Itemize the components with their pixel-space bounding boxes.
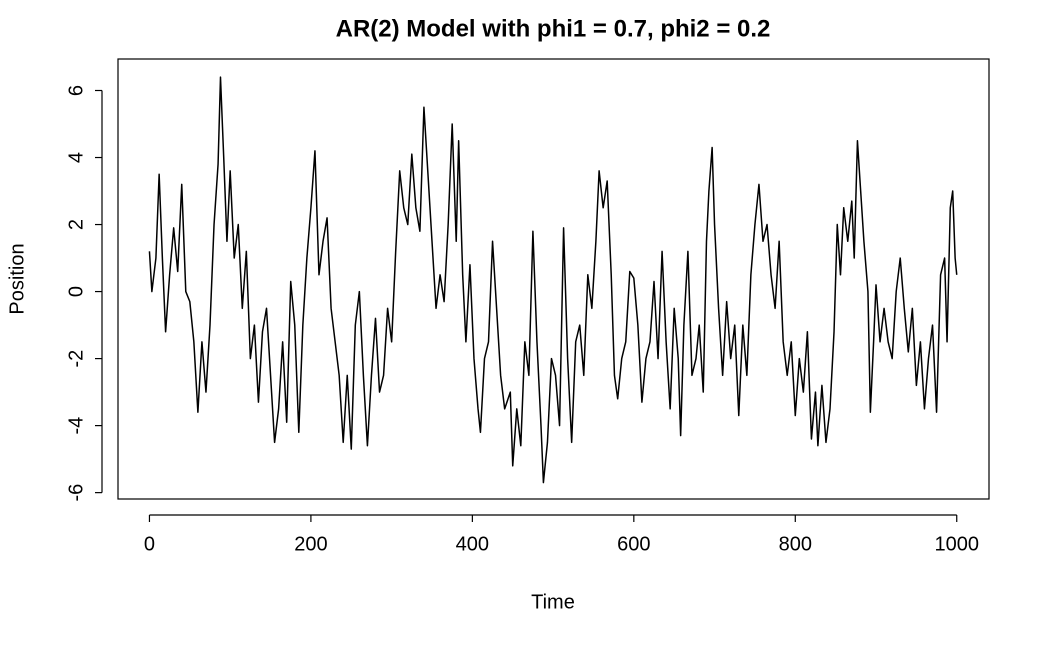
x-tick-label: 600	[617, 533, 650, 555]
y-tick-label: 6	[65, 85, 87, 96]
x-tick-label: 200	[294, 533, 327, 555]
x-axis-label: Time	[531, 591, 575, 613]
x-tick-label: 800	[779, 533, 812, 555]
data-line	[148, 76, 958, 484]
y-tick-label: -6	[65, 484, 87, 502]
y-tick-label: 4	[65, 152, 87, 163]
x-tick-label: 0	[144, 533, 155, 555]
y-axis-label: Position	[6, 243, 28, 314]
y-tick-label: 2	[65, 219, 87, 230]
x-tick-label: 400	[456, 533, 489, 555]
x-tick-label: 1000	[934, 533, 979, 555]
y-tick-label: -4	[65, 417, 87, 435]
plot-frame	[117, 58, 990, 500]
y-tick-label: 0	[65, 286, 87, 297]
chart-title: AR(2) Model with phi1 = 0.7, phi2 = 0.2	[336, 15, 771, 42]
y-tick-label: -2	[65, 350, 87, 368]
